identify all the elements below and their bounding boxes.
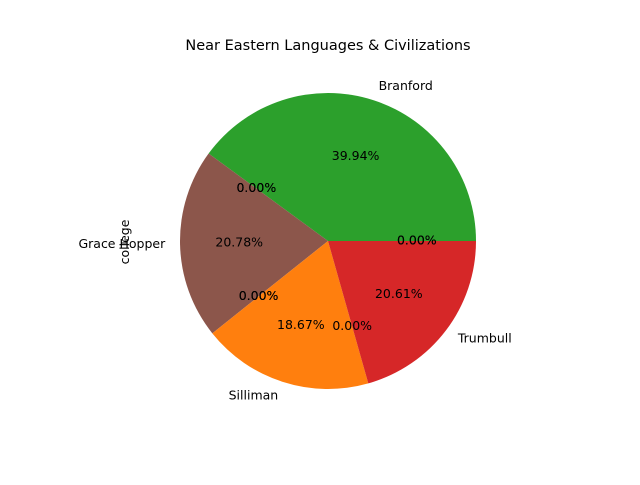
slice-category-label: Trumbull [457, 331, 512, 346]
pie-slice [212, 241, 369, 389]
pie-slice [208, 92, 476, 241]
y-axis-label: college [117, 219, 132, 264]
pie-labels: 39.94% Branford 0.00% 0.00% 20.78% Grace Hopp… [78, 78, 511, 403]
slice-percent-label: 39.94% [332, 148, 380, 163]
slice-percent-label: 0.00% [239, 288, 279, 303]
slice-percent-label: 0.00% [397, 233, 437, 248]
chart-title: Near Eastern Languages & Civilizations [185, 38, 470, 54]
slice-category-label: Grace Hopper [78, 236, 166, 251]
slice-percent-label: 0.00% [332, 318, 372, 333]
slice-percent-label: 18.67% [277, 317, 325, 332]
slice-percent-label: 0.00% [397, 233, 437, 248]
pie-slices [179, 92, 476, 389]
slice-percent-label: 20.78% [215, 234, 263, 249]
slice-category-label: Branford [379, 78, 433, 93]
slice-percent-label: 0.00% [236, 180, 276, 195]
slice-percent-label: 0.00% [239, 288, 279, 303]
slice-percent-label: 0.00% [236, 180, 276, 195]
slice-percent-label: 20.61% [375, 286, 423, 301]
pie-slice [179, 153, 328, 334]
slice-category-label: Silliman [229, 388, 279, 403]
pie-slice [328, 241, 476, 384]
